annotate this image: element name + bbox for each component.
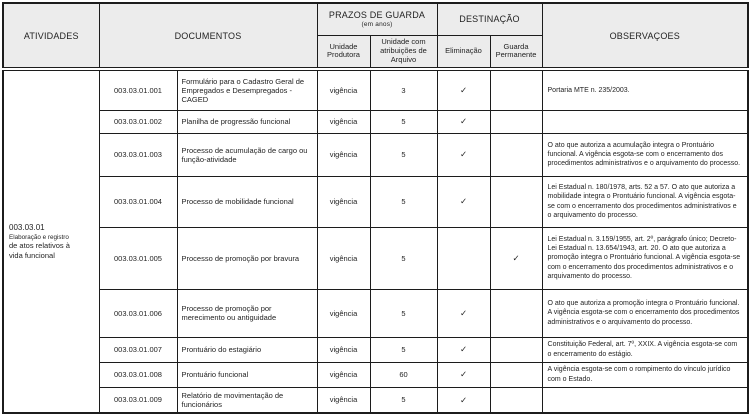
eliminacao-check: ✓	[436, 361, 491, 388]
document-code: 003.03.01.003	[98, 132, 178, 177]
document-code: 003.03.01.001	[98, 68, 178, 111]
table-row: 003.03.01.008 Prontuário funcional vigên…	[3, 361, 749, 388]
eliminacao-check: ✓	[436, 175, 491, 228]
activity-label-line3: vida funcional	[9, 250, 55, 260]
table-header: ATIVIDADES DOCUMENTOS PRAZOS DE GUARDA (…	[2, 2, 749, 71]
guarda-permanente-check	[489, 175, 543, 228]
document-name: Prontuário do estagiário	[176, 336, 318, 363]
eliminacao-check: ✓	[436, 109, 491, 134]
document-code: 003.03.01.004	[98, 175, 178, 228]
unidade-arquivo-value: 5	[369, 109, 438, 134]
observacoes-text: O ato que autoriza a promoção integra o …	[541, 288, 749, 338]
document-name: Processo de promoção por merecimento ou …	[176, 288, 318, 338]
document-name: Processo de promoção por bravura	[176, 226, 318, 290]
activity-label-line1: Elaboração e registro	[9, 233, 69, 241]
document-name: Formulário para o Cadastro Geral de Empr…	[176, 68, 318, 111]
eliminacao-check: ✓	[436, 288, 491, 338]
header-eliminacao: Eliminação	[436, 34, 491, 71]
eliminacao-check	[436, 226, 491, 290]
observacoes-text: Constituição Federal, art. 7º, XXIX. A v…	[541, 336, 749, 363]
document-name: Prontuário funcional	[176, 361, 318, 388]
document-name: Processo de mobilidade funcional	[176, 175, 318, 228]
observacoes-text: A vigência esgota-se com o rompimento do…	[541, 361, 749, 388]
guarda-permanente-check	[489, 336, 543, 363]
activity-code: 003.03.01	[9, 223, 45, 233]
header-destinacao: DESTINAÇÃO	[436, 2, 543, 36]
table-row: 003.03.01.007 Prontuário do estagiário v…	[3, 336, 749, 363]
activity-cell: 003.03.01 Elaboração e registro de atos …	[2, 68, 100, 414]
unidade-arquivo-value: 3	[369, 68, 438, 111]
table-row: 003.03.01.006 Processo de promoção por m…	[3, 288, 749, 338]
observacoes-text: O ato que autoriza a acumulação integra …	[541, 132, 749, 177]
unidade-arquivo-value: 5	[369, 132, 438, 177]
unidade-produtora-value: vigência	[316, 226, 371, 290]
table-row: 003.03.01.004 Processo de mobilidade fun…	[3, 175, 749, 228]
unidade-arquivo-value: 60	[369, 361, 438, 388]
table-body: 003.03.01 Elaboração e registro de atos …	[2, 68, 749, 414]
unidade-produtora-value: vigência	[316, 109, 371, 134]
document-code: 003.03.01.007	[98, 336, 178, 363]
guarda-permanente-check	[489, 361, 543, 388]
observacoes-text: Lei Estadual n. 180/1978, arts. 52 a 57.…	[541, 175, 749, 228]
unidade-produtora-value: vigência	[316, 68, 371, 111]
header-prazos-de-guarda: PRAZOS DE GUARDA (em anos)	[316, 2, 438, 36]
header-unidade-produtora: Unidade Produtora	[316, 34, 371, 71]
unidade-produtora-value: vigência	[316, 361, 371, 388]
guarda-permanente-check	[489, 132, 543, 177]
unidade-arquivo-value: 5	[369, 288, 438, 338]
guarda-permanente-check	[489, 288, 543, 338]
eliminacao-check: ✓	[436, 68, 491, 111]
table-row: 003.03.01.002 Planilha de progressão fun…	[3, 109, 749, 134]
header-prazos-subtitle: (em anos)	[361, 21, 393, 29]
observacoes-text: Portaria MTE n. 235/2003.	[541, 68, 749, 111]
eliminacao-check: ✓	[436, 386, 491, 414]
observacoes-text	[541, 109, 749, 134]
unidade-produtora-value: vigência	[316, 336, 371, 363]
header-observacoes: OBSERVAÇOES	[541, 2, 749, 71]
table-row: 003.03.01 Elaboração e registro de atos …	[2, 68, 749, 414]
guarda-permanente-check	[489, 109, 543, 134]
header-atividades: ATIVIDADES	[2, 2, 100, 71]
guarda-permanente-check	[489, 68, 543, 111]
unidade-arquivo-value: 5	[369, 175, 438, 228]
unidade-arquivo-value: 5	[369, 226, 438, 290]
guarda-permanente-check	[489, 386, 543, 414]
unidade-arquivo-value: 5	[369, 386, 438, 414]
document-code: 003.03.01.008	[98, 361, 178, 388]
table-row: 003.03.01.009 Relatório de movimentação …	[3, 386, 749, 414]
document-name: Processo de acumulação de cargo ou funçã…	[176, 132, 318, 177]
header-documentos: DOCUMENTOS	[98, 2, 318, 71]
header-guarda-permanente: Guarda Permanente	[489, 34, 543, 71]
document-name: Planilha de progressão funcional	[176, 109, 318, 134]
document-name: Relatório de movimentação de funcionário…	[176, 386, 318, 414]
header-prazos-title: PRAZOS DE GUARDA	[328, 10, 426, 21]
unidade-produtora-value: vigência	[316, 132, 371, 177]
unidade-produtora-value: vigência	[316, 288, 371, 338]
document-code: 003.03.01.002	[98, 109, 178, 134]
header-unidade-arquivo: Unidade com atribuições de Arquivo	[369, 34, 438, 71]
eliminacao-check: ✓	[436, 336, 491, 363]
observacoes-text	[541, 386, 749, 414]
eliminacao-check: ✓	[436, 132, 491, 177]
table-row: 003.03.01.005 Processo de promoção por b…	[3, 226, 749, 290]
table-row: 003.03.01.003 Processo de acumulação de …	[3, 132, 749, 177]
unidade-arquivo-value: 5	[369, 336, 438, 363]
document-code: 003.03.01.005	[98, 226, 178, 290]
document-code: 003.03.01.009	[98, 386, 178, 414]
unidade-produtora-value: vigência	[316, 386, 371, 414]
observacoes-text: Lei Estadual n. 3.159/1955, art. 2º, par…	[541, 226, 749, 290]
document-code: 003.03.01.006	[98, 288, 178, 338]
unidade-produtora-value: vigência	[316, 175, 371, 228]
activity-label-line2: de atos relativos à	[9, 241, 70, 251]
guarda-permanente-check: ✓	[489, 226, 543, 290]
